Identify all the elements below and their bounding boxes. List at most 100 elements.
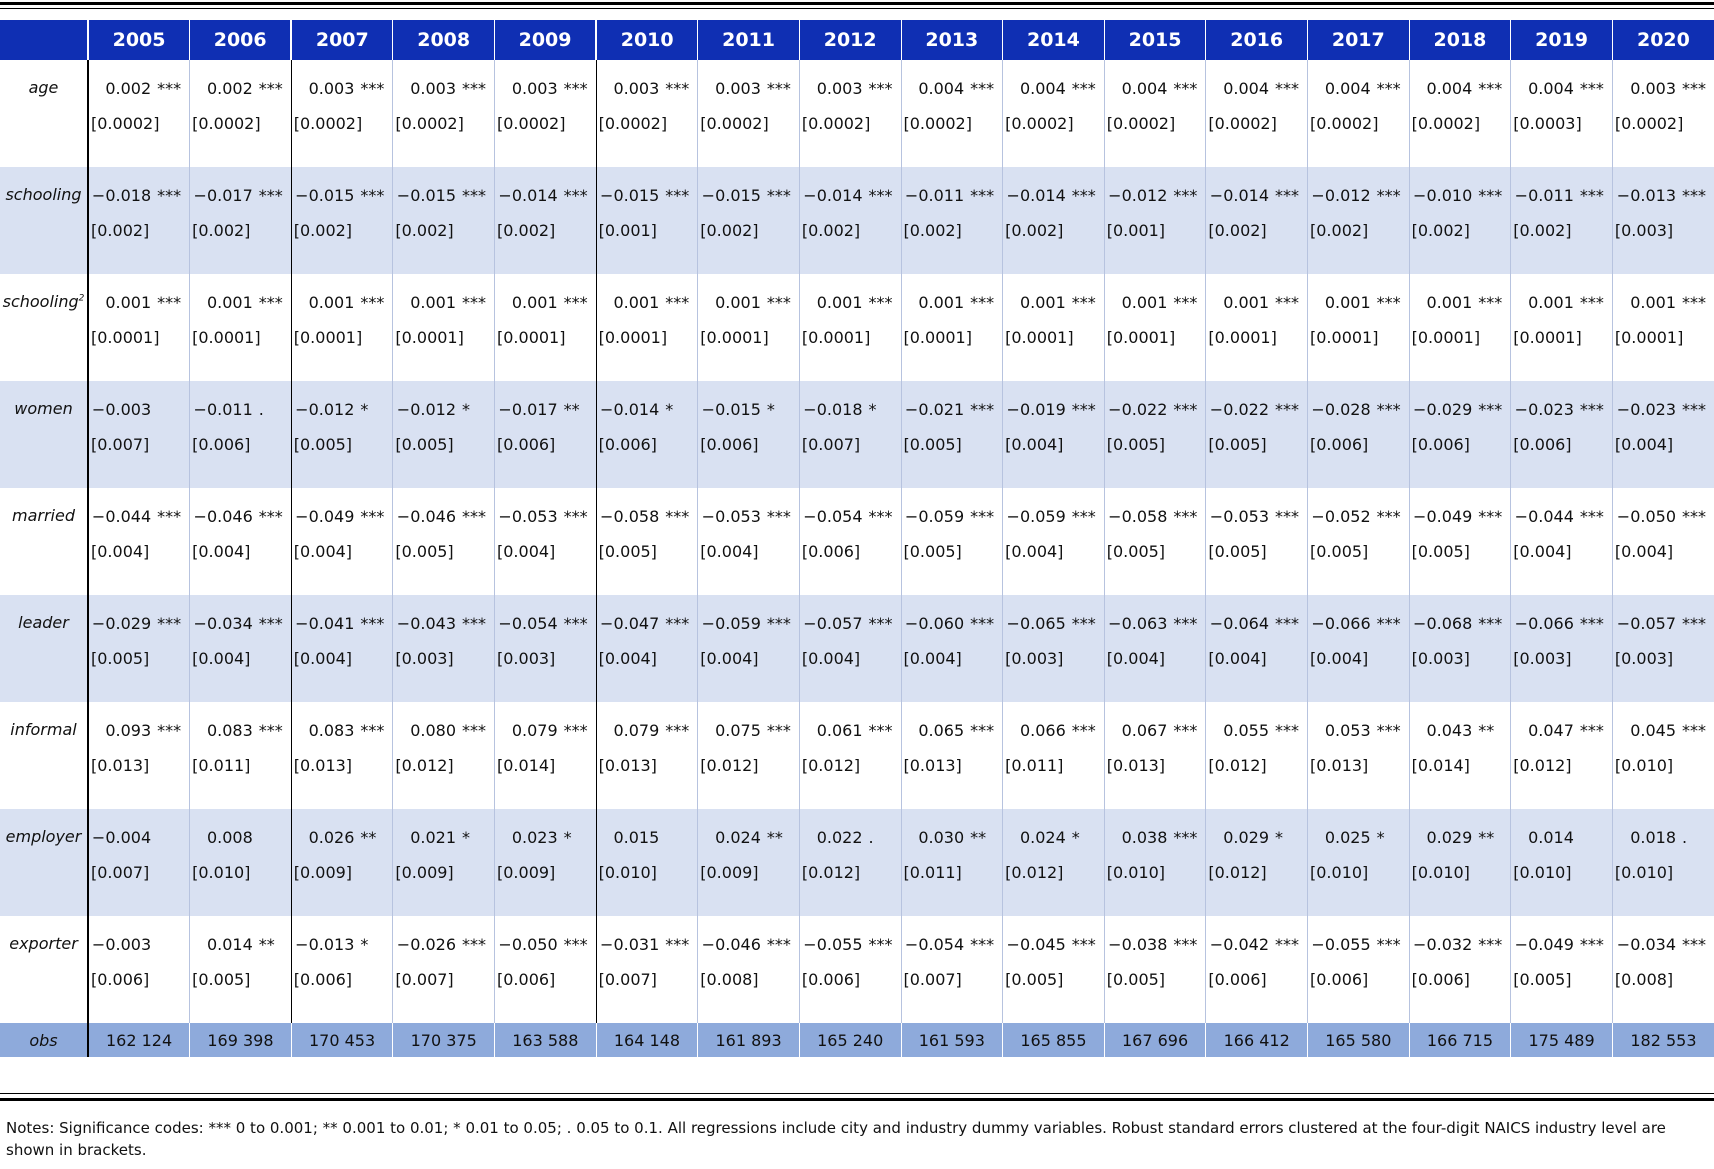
significance-stars: ***: [157, 293, 182, 312]
coefficient-cell: 0.001 *** [0.0001]: [1307, 274, 1410, 381]
significance-stars: ***: [462, 79, 486, 98]
significance-stars: ***: [1275, 400, 1299, 419]
significance-stars: ***: [1376, 614, 1401, 633]
coefficient-line: 0.079 ***: [597, 718, 698, 744]
observations-row: obs 162 124 169 398 170 453 170 375 163 588 16…: [0, 1023, 1714, 1057]
standard-error: [0.002]: [700, 221, 759, 240]
coefficient-line: 0.015: [597, 825, 698, 851]
coefficient-value: 0.014: [1528, 828, 1574, 847]
coefficient-line: −0.054 ***: [495, 611, 596, 637]
standard-error: [0.011]: [192, 756, 251, 775]
coefficient-cell: −0.046 *** [0.004]: [189, 488, 292, 595]
standard-error: [0.012]: [801, 756, 861, 775]
coefficient-value: −0.003: [91, 935, 152, 954]
coefficient-value: −0.014: [498, 186, 558, 205]
coefficient-line: 0.075 ***: [698, 718, 799, 744]
standard-error: [0.0001]: [1005, 328, 1074, 347]
coefficient-line: −0.029 ***: [1410, 397, 1511, 423]
significance-stars: ***: [970, 186, 995, 205]
coefficient-line: 0.001 ***: [89, 290, 189, 316]
coefficient-value: 0.001: [816, 293, 863, 312]
coefficient-cell: 0.001 *** [0.0001]: [189, 274, 292, 381]
coefficient-line: −0.032 ***: [1410, 932, 1511, 958]
coefficient-cell: −0.014 *** [0.002]: [1002, 167, 1105, 274]
coefficient-line: −0.003: [89, 397, 189, 423]
significance-stars: ***: [157, 507, 182, 526]
standard-error: [0.004]: [1005, 435, 1064, 454]
significance-stars: ***: [1478, 79, 1503, 98]
coefficient-cell: −0.057 *** [0.003]: [1611, 595, 1714, 702]
coefficient-line: 0.003 ***: [1613, 76, 1714, 102]
significance-stars: ***: [1071, 614, 1096, 633]
coefficient-line: −0.054 ***: [902, 932, 1003, 958]
standard-error: [0.013]: [598, 756, 657, 775]
coefficient-cell: 0.083 *** [0.011]: [189, 702, 292, 809]
standard-error: [0.013]: [293, 756, 353, 775]
coefficient-line: −0.018 *: [800, 397, 901, 423]
coefficient-cell: −0.015 *** [0.001]: [595, 167, 698, 274]
standard-error: [0.005]: [1411, 542, 1470, 561]
coefficient-value: 0.093: [105, 721, 152, 740]
standard-error: [0.008]: [1614, 970, 1674, 989]
significance-stars: ***: [1071, 507, 1096, 526]
coefficient-cell: −0.064 *** [0.004]: [1205, 595, 1308, 702]
significance-stars: ***: [766, 186, 791, 205]
significance-stars: ***: [1071, 935, 1096, 954]
coefficient-line: −0.045 ***: [1003, 932, 1104, 958]
coefficient-cell: 0.001 *** [0.0001]: [900, 274, 1003, 381]
coefficient-value: −0.046: [193, 507, 253, 526]
coefficient-cell: −0.055 *** [0.006]: [1307, 916, 1410, 1023]
coefficient-cell: −0.068 *** [0.003]: [1408, 595, 1511, 702]
coefficient-line: −0.043 ***: [393, 611, 494, 637]
coefficient-value: 0.043: [1426, 721, 1473, 740]
significance-stars: *: [1376, 828, 1385, 847]
coefficient-cell: 0.001 *** [0.0001]: [595, 274, 698, 381]
coefficient-cell: 0.015 [0.010]: [595, 809, 698, 916]
standard-error: [0.0001]: [903, 328, 972, 347]
coefficient-cell: −0.054 *** [0.007]: [900, 916, 1003, 1023]
observations-count: 169 398: [189, 1023, 292, 1057]
significance-stars: ***: [665, 614, 690, 633]
coefficient-cell: 0.003 *** [0.0002]: [697, 60, 800, 167]
coefficient-cell: −0.013 * [0.006]: [290, 916, 393, 1023]
coefficient-value: 0.004: [1324, 79, 1371, 98]
standard-error: [0.012]: [700, 756, 759, 775]
coefficient-value: −0.053: [498, 507, 558, 526]
coefficient-cell: −0.057 *** [0.004]: [798, 595, 901, 702]
coefficient-value: −0.021: [904, 400, 965, 419]
coefficient-line: −0.014 ***: [1003, 183, 1104, 209]
standard-error: [0.005]: [903, 542, 962, 561]
standard-error: [0.0001]: [598, 328, 668, 347]
coefficient-line: −0.014 ***: [495, 183, 596, 209]
coefficient-value: −0.044: [1514, 507, 1574, 526]
coefficient-line: −0.050 ***: [1613, 504, 1714, 530]
variable-label: age: [0, 60, 89, 167]
coefficient-value: 0.080: [410, 721, 456, 740]
coefficient-cell: 0.067 *** [0.013]: [1103, 702, 1206, 809]
coefficient-cell: −0.022 *** [0.005]: [1103, 381, 1206, 488]
significance-stars: ***: [1579, 935, 1604, 954]
standard-error: [0.004]: [192, 649, 251, 668]
coefficient-line: −0.004: [89, 825, 189, 851]
coefficient-cell: −0.045 *** [0.005]: [1002, 916, 1105, 1023]
coefficient-line: −0.057 ***: [800, 611, 901, 637]
coefficient-value: −0.046: [701, 935, 761, 954]
coefficient-line: 0.001 ***: [1105, 290, 1206, 316]
coefficient-line: 0.038 ***: [1105, 825, 1206, 851]
significance-stars: ***: [1071, 186, 1096, 205]
significance-stars: **: [258, 935, 275, 954]
coefficient-value: −0.066: [1514, 614, 1574, 633]
coefficient-line: 0.061 ***: [800, 718, 901, 744]
coefficient-value: −0.054: [803, 507, 863, 526]
standard-error: [0.003]: [395, 649, 454, 668]
coefficient-cell: −0.019 *** [0.004]: [1002, 381, 1105, 488]
coefficient-line: −0.053 ***: [1206, 504, 1307, 530]
coefficient-cell: −0.015 *** [0.002]: [392, 167, 495, 274]
coefficient-line: 0.001 ***: [393, 290, 494, 316]
coefficient-line: −0.044 ***: [89, 504, 189, 530]
coefficient-value: 0.079: [613, 721, 660, 740]
significance-stars: ***: [868, 721, 893, 740]
standard-error: [0.0002]: [598, 114, 668, 133]
significance-stars: ***: [665, 186, 690, 205]
significance-stars: ***: [1478, 400, 1503, 419]
